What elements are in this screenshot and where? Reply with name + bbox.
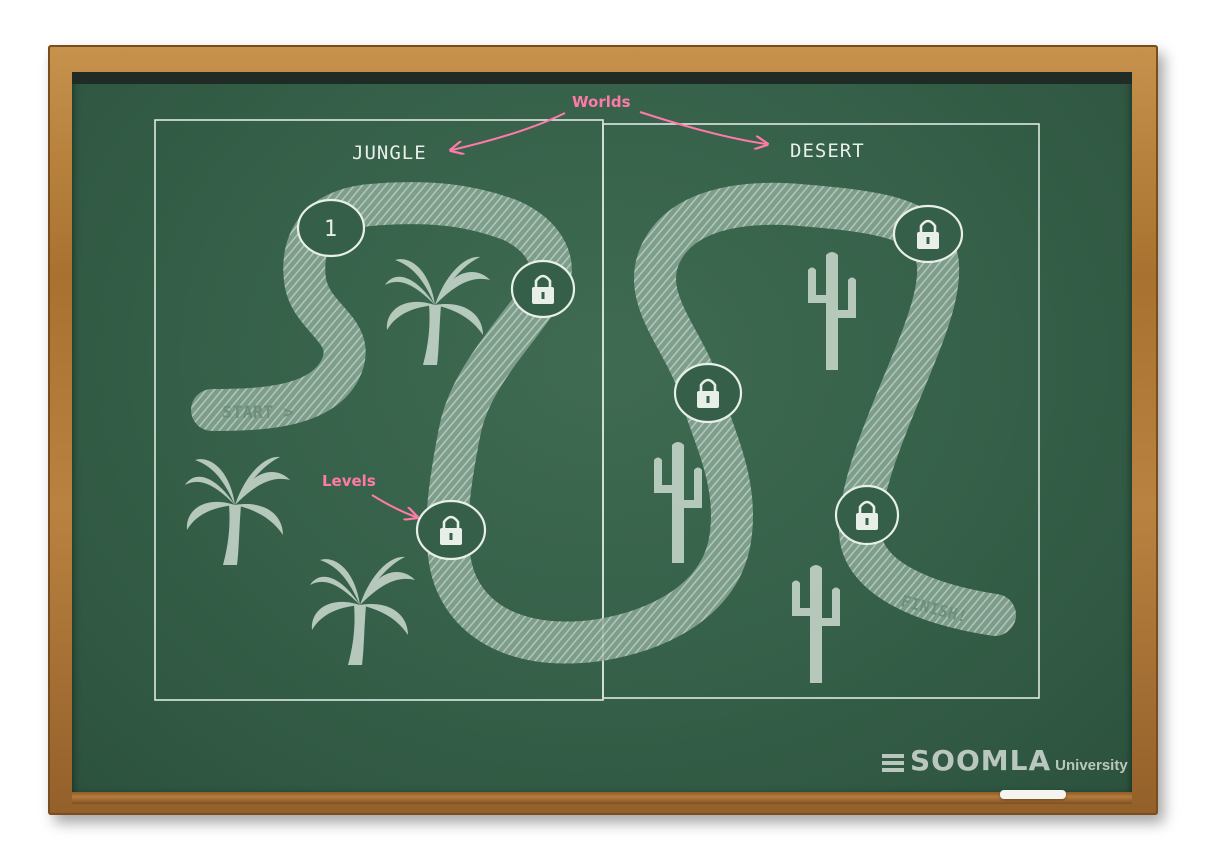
- padlock-icon: [856, 500, 878, 530]
- cactus-icon: [808, 252, 856, 370]
- palm-tree-icon: [185, 456, 290, 565]
- level-number: 1: [324, 217, 338, 242]
- desert-world-frame: [602, 123, 1040, 699]
- chalk-ledge: [72, 792, 1132, 804]
- padlock-icon: [532, 274, 554, 304]
- level-node-locked[interactable]: [673, 362, 743, 424]
- arrow-to-level: [371, 494, 416, 517]
- arrow-to-jungle: [452, 112, 566, 150]
- level-node-locked[interactable]: [510, 259, 576, 319]
- cactus-icon: [654, 442, 702, 563]
- padlock-icon: [440, 515, 462, 545]
- soomla-university-logo: SOOMLA University: [882, 740, 1128, 776]
- chalkboard-surface: [72, 72, 1132, 792]
- world-name-jungle: JUNGLE: [352, 142, 427, 164]
- level-node-1[interactable]: 1: [296, 198, 366, 258]
- levels-annotation: Levels: [322, 472, 376, 490]
- padlock-icon: [697, 378, 719, 408]
- start-label: START >: [222, 403, 294, 423]
- level-node-locked[interactable]: [834, 484, 900, 546]
- level-node-locked[interactable]: [892, 204, 964, 264]
- brand-sub-text: University: [1055, 757, 1128, 774]
- world-name-desert: DESERT: [790, 140, 865, 162]
- arrow-to-desert: [639, 111, 766, 144]
- worlds-annotation: Worlds: [572, 93, 631, 111]
- cactus-icon: [792, 565, 840, 683]
- palm-tree-icon: [310, 556, 415, 665]
- soomla-robot-icon: [882, 752, 904, 776]
- level-node-locked[interactable]: [415, 499, 487, 561]
- palm-tree-icon: [385, 256, 490, 365]
- chalk-stick: [1000, 790, 1066, 799]
- padlock-icon: [917, 219, 939, 249]
- world-frames: [154, 119, 1040, 701]
- brand-logo-text: SOOMLA: [910, 744, 1052, 777]
